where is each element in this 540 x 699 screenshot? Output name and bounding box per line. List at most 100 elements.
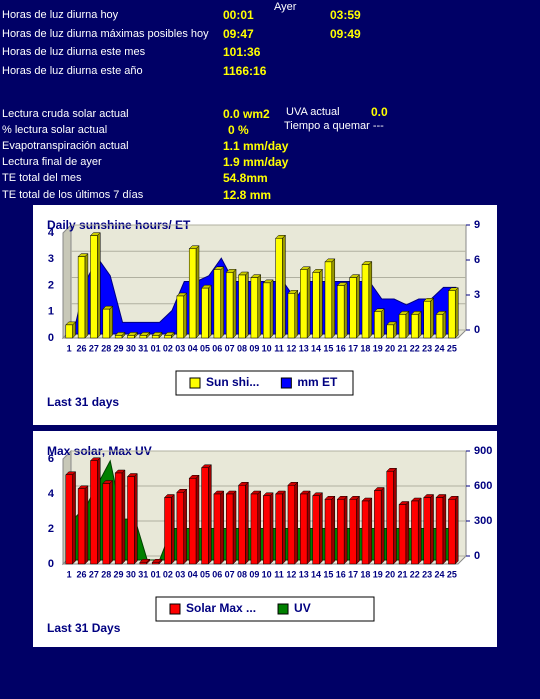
x-tick-label: 28: [101, 343, 111, 353]
uva-label: UVA actual: [286, 106, 340, 118]
bar: [275, 493, 283, 565]
bar: [398, 314, 407, 339]
bar-side: [405, 310, 410, 339]
reading-value: 54.8mm: [223, 171, 268, 185]
bar: [213, 269, 221, 339]
row-label: Horas de luz diurna este año: [2, 65, 143, 77]
reading-label: TE total del mes: [2, 172, 82, 184]
reading-value: 1.1 mm/day: [223, 139, 289, 153]
bar: [411, 314, 419, 339]
y2-tick-label: 0: [474, 550, 480, 562]
x-tick-label: 10: [262, 343, 272, 353]
x-tick-label: 16: [336, 569, 346, 579]
x-tick-label: 25: [447, 343, 457, 353]
chart-footer: Last 31 Days: [47, 621, 121, 635]
bar: [398, 504, 407, 565]
bar-side: [343, 495, 348, 565]
bar: [312, 495, 320, 565]
bar-side: [454, 287, 459, 339]
bar-side: [356, 274, 360, 339]
bar: [349, 277, 357, 339]
x-tick-label: 11: [274, 343, 284, 353]
x-tick-label: 16: [336, 343, 346, 353]
reading-label: Lectura final de ayer: [2, 156, 102, 168]
bar-side: [331, 258, 336, 339]
legend-label: Sun shi...: [206, 375, 259, 389]
bar-side: [195, 245, 200, 339]
y2-tick-label: 900: [474, 445, 492, 457]
bar-side: [257, 490, 261, 565]
row-label: Horas de luz diurna máximas posibles hoy: [2, 28, 209, 40]
bar-side: [208, 284, 212, 339]
bar: [77, 488, 86, 565]
bar: [114, 335, 123, 339]
bar-side: [220, 266, 224, 339]
y-tick-label: 2: [48, 279, 54, 291]
x-tick-label: 05: [200, 343, 210, 353]
x-tick-label: 31: [138, 343, 148, 353]
bar: [225, 272, 234, 339]
bar-side: [232, 490, 237, 565]
x-tick-label: 08: [237, 569, 247, 579]
reading-value: 0 %: [228, 123, 249, 137]
x-tick-label: 24: [434, 343, 444, 353]
bar: [151, 335, 160, 339]
x-tick-label: 1: [67, 569, 72, 579]
x-tick-label: 29: [114, 569, 124, 579]
bar: [435, 497, 444, 565]
bar: [374, 311, 382, 339]
bar-side: [171, 493, 175, 565]
x-tick-label: 11: [274, 569, 284, 579]
x-tick-label: 22: [410, 343, 420, 353]
x-tick-label: 18: [360, 569, 370, 579]
y2-tick-label: 3: [474, 289, 480, 301]
y-tick-label: 4: [48, 488, 55, 500]
plot-side: [62, 223, 72, 340]
y-tick-label: 6: [48, 453, 54, 465]
bar-side: [134, 472, 138, 565]
bar: [448, 499, 456, 565]
bar: [139, 562, 147, 565]
x-tick-label: 22: [410, 569, 420, 579]
row-yesterday: 09:49: [330, 27, 361, 41]
x-tick-label: 02: [163, 569, 173, 579]
bar-side: [319, 492, 323, 565]
x-tick-label: 1: [67, 343, 72, 353]
bar: [411, 500, 419, 565]
x-tick-label: 01: [151, 343, 161, 353]
bar: [423, 497, 431, 565]
bar: [361, 500, 370, 565]
x-tick-label: 27: [89, 569, 99, 579]
x-tick-label: 10: [262, 569, 272, 579]
bar-side: [442, 493, 447, 565]
bar: [250, 493, 258, 565]
reading-label: TE total de los últimos 7 días: [2, 189, 144, 201]
bar: [151, 562, 160, 565]
bar-side: [109, 305, 113, 339]
bar-side: [232, 268, 237, 339]
legend-label: UV: [294, 601, 311, 615]
bar-side: [380, 486, 385, 565]
bar: [102, 308, 110, 339]
bar-side: [208, 464, 212, 565]
x-tick-label: 15: [323, 569, 333, 579]
bar-side: [121, 469, 126, 565]
x-tick-label: 30: [126, 569, 136, 579]
bar: [275, 238, 283, 339]
bar: [337, 499, 345, 565]
bar: [238, 485, 246, 565]
bar: [213, 493, 221, 565]
bar: [287, 293, 296, 339]
bar-side: [269, 279, 274, 339]
x-tick-label: 21: [397, 343, 407, 353]
x-tick-label: 23: [422, 343, 432, 353]
bar-side: [343, 281, 348, 339]
reading-label: % lectura solar actual: [2, 124, 108, 136]
bar: [90, 235, 98, 339]
x-tick-label: 02: [163, 343, 173, 353]
x-tick-label: 19: [373, 343, 383, 353]
row-value: 1166:16: [223, 64, 267, 78]
x-tick-label: 19: [373, 569, 383, 579]
row-value: 09:47: [223, 27, 254, 41]
x-tick-label: 17: [348, 343, 358, 353]
